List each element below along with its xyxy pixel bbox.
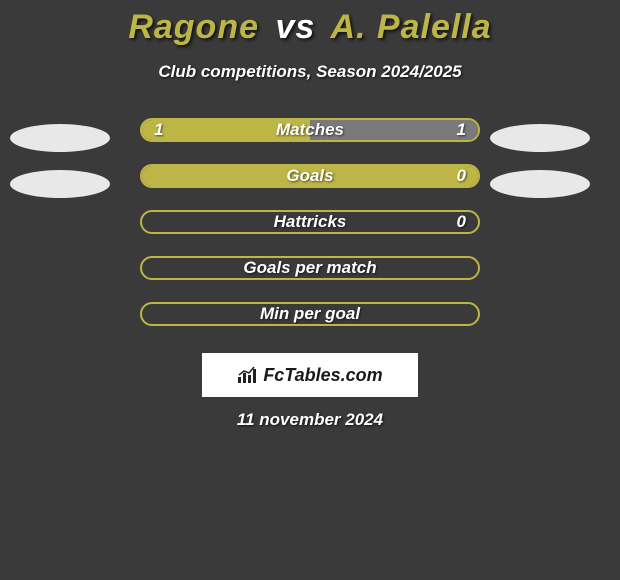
player2-name: A. Palella [330,8,491,46]
left-ellipse [10,170,110,198]
right-ellipse [490,170,590,198]
stat-bar: Hattricks0 [140,210,480,234]
player1-name: Ragone [128,8,259,46]
logo-label: FcTables.com [263,365,382,386]
logo-text: FcTables.com [237,365,382,386]
date-text: 11 november 2024 [0,410,620,430]
bar-fill-left [142,166,478,186]
bar-row: Matches11 [0,118,620,164]
bar-row: Goals per match [0,256,620,302]
vs-text: vs [275,8,315,46]
page-title: Ragone vs A. Palella [0,8,620,47]
bar-row: Min per goal [0,302,620,348]
bar-fill-right [310,120,478,140]
bar-fill-left [142,120,310,140]
bar-label: Hattricks [142,212,478,232]
right-ellipse [490,124,590,152]
site-logo: FcTables.com [202,353,418,397]
comparison-infographic: Ragone vs A. Palella Club competitions, … [0,0,620,580]
bar-row: Goals0 [0,164,620,210]
stat-bar: Min per goal [140,302,480,326]
bar-value-right: 0 [457,212,466,232]
bars-area: Matches11 Goals0 Hattricks0 Goals per match… [0,118,620,348]
chart-icon [237,366,259,384]
bar-label: Min per goal [142,304,478,324]
subtitle: Club competitions, Season 2024/2025 [0,62,620,82]
bar-label: Goals per match [142,258,478,278]
left-ellipse [10,124,110,152]
stat-bar: Matches11 [140,118,480,142]
stat-bar: Goals0 [140,164,480,188]
bar-row: Hattricks0 [0,210,620,256]
stat-bar: Goals per match [140,256,480,280]
